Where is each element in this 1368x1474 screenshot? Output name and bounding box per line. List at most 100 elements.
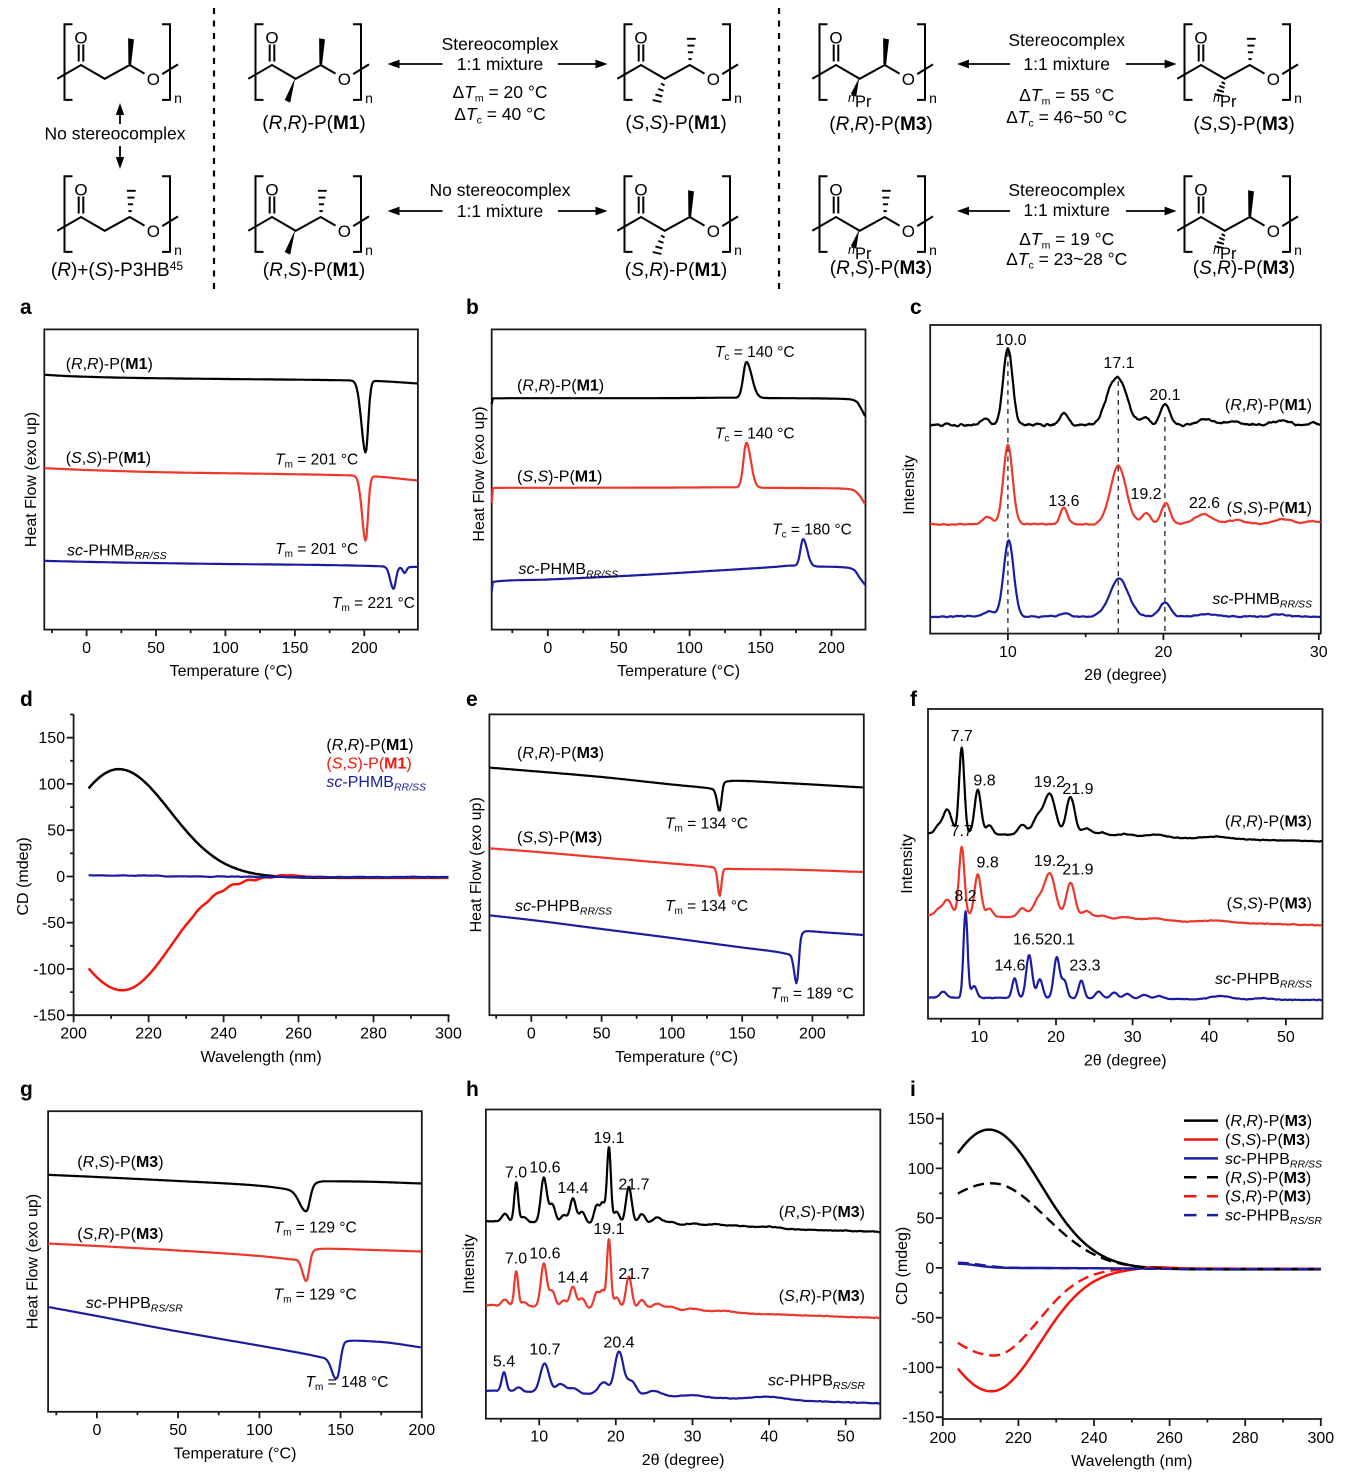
svg-text:10: 10 bbox=[999, 644, 1017, 661]
svg-text:Tc = 140 °C: Tc = 140 °C bbox=[715, 344, 795, 363]
svg-text:1:1 mixture: 1:1 mixture bbox=[457, 201, 544, 221]
svg-text:21.7: 21.7 bbox=[618, 1177, 649, 1194]
svg-text:O: O bbox=[74, 29, 87, 48]
svg-text:13.6: 13.6 bbox=[1048, 493, 1079, 510]
svg-text:260: 260 bbox=[1156, 1430, 1183, 1447]
svg-text:23.3: 23.3 bbox=[1069, 957, 1100, 974]
svg-text:n: n bbox=[1294, 90, 1302, 106]
svg-text:Intensity: Intensity bbox=[901, 455, 918, 515]
svg-text:20: 20 bbox=[1155, 644, 1173, 661]
svg-text:10.6: 10.6 bbox=[529, 1160, 560, 1177]
svg-text:2θ (degree): 2θ (degree) bbox=[1084, 667, 1167, 684]
svg-text:50: 50 bbox=[47, 823, 65, 840]
svg-text:Tm = 148 °C: Tm = 148 °C bbox=[305, 1374, 388, 1393]
svg-text:50: 50 bbox=[147, 640, 165, 657]
svg-text:0: 0 bbox=[92, 1422, 101, 1439]
svg-text:CD (mdeg): CD (mdeg) bbox=[894, 1227, 911, 1305]
svg-text:150: 150 bbox=[747, 640, 774, 657]
svg-text:200: 200 bbox=[799, 1026, 826, 1043]
svg-text:f: f bbox=[910, 688, 918, 711]
svg-text:19.2: 19.2 bbox=[1130, 486, 1161, 503]
svg-text:200: 200 bbox=[818, 640, 845, 657]
svg-text:O: O bbox=[338, 70, 351, 89]
svg-text:O: O bbox=[1267, 222, 1280, 241]
svg-text:(S,R)-P(M3): (S,R)-P(M3) bbox=[779, 1288, 865, 1305]
svg-text:O: O bbox=[74, 181, 87, 200]
svg-text:2θ (degree): 2θ (degree) bbox=[642, 1452, 725, 1469]
svg-text:d: d bbox=[20, 688, 33, 711]
svg-text:Stereocomplex: Stereocomplex bbox=[1008, 30, 1125, 50]
svg-text:280: 280 bbox=[360, 1026, 387, 1043]
svg-text:Heat Flow (exo up): Heat Flow (exo up) bbox=[468, 797, 485, 932]
svg-text:Tm = 129 °C: Tm = 129 °C bbox=[274, 1219, 357, 1238]
svg-text:c: c bbox=[910, 296, 922, 319]
svg-text:7.0: 7.0 bbox=[505, 1165, 527, 1182]
svg-text:(R)+(S)-P3HB45: (R)+(S)-P3HB45 bbox=[51, 259, 183, 281]
svg-text:50: 50 bbox=[593, 1026, 611, 1043]
svg-text:14.4: 14.4 bbox=[557, 1270, 588, 1287]
svg-text:300: 300 bbox=[1307, 1430, 1334, 1447]
svg-text:(R,R)-P(M3): (R,R)-P(M3) bbox=[829, 114, 932, 135]
svg-text:(R,S)-P(M1): (R,S)-P(M1) bbox=[263, 260, 365, 281]
svg-text:n: n bbox=[734, 242, 742, 258]
svg-text:30: 30 bbox=[684, 1429, 702, 1446]
svg-text:220: 220 bbox=[1005, 1430, 1032, 1447]
svg-text:0: 0 bbox=[527, 1026, 536, 1043]
svg-text:1:1 mixture: 1:1 mixture bbox=[457, 54, 544, 74]
svg-text:(S,R)-P(M1): (S,R)-P(M1) bbox=[625, 260, 727, 281]
svg-text:nPr: nPr bbox=[1213, 243, 1237, 263]
svg-text:g: g bbox=[20, 1078, 33, 1101]
svg-text:10.6: 10.6 bbox=[529, 1246, 560, 1263]
svg-text:(S,S)-P(M1): (S,S)-P(M1) bbox=[625, 113, 726, 134]
svg-text:Heat Flow (exo up): Heat Flow (exo up) bbox=[23, 412, 40, 547]
svg-text:ΔTm = 20 °C: ΔTm = 20 °C bbox=[452, 82, 547, 105]
svg-text:Tm = 201 °C: Tm = 201 °C bbox=[275, 452, 358, 471]
svg-text:40: 40 bbox=[1200, 1029, 1218, 1046]
svg-text:14.6: 14.6 bbox=[994, 957, 1025, 974]
svg-text:(S,S)-P(M1): (S,S)-P(M1) bbox=[1227, 500, 1312, 517]
svg-text:(S,S)-P(M3): (S,S)-P(M3) bbox=[517, 830, 602, 847]
svg-text:-100: -100 bbox=[902, 1360, 934, 1377]
svg-text:200: 200 bbox=[60, 1026, 87, 1043]
svg-text:(R,R)-P(M1): (R,R)-P(M1) bbox=[1225, 397, 1312, 414]
svg-text:Tm = 129 °C: Tm = 129 °C bbox=[274, 1286, 357, 1305]
svg-text:(R,R)-P(M1): (R,R)-P(M1) bbox=[66, 356, 153, 373]
svg-text:20.1: 20.1 bbox=[1044, 932, 1075, 949]
svg-text:-50: -50 bbox=[42, 915, 65, 932]
svg-text:300: 300 bbox=[435, 1026, 462, 1043]
svg-text:Heat Flow (exo up): Heat Flow (exo up) bbox=[471, 406, 488, 541]
svg-text:50: 50 bbox=[169, 1422, 187, 1439]
svg-text:nPr: nPr bbox=[848, 243, 872, 263]
svg-text:nPr: nPr bbox=[848, 91, 872, 111]
svg-text:200: 200 bbox=[408, 1422, 435, 1439]
svg-text:21.9: 21.9 bbox=[1062, 781, 1093, 798]
svg-text:14.4: 14.4 bbox=[557, 1180, 588, 1197]
svg-text:(S,S)-P(M3): (S,S)-P(M3) bbox=[1227, 896, 1312, 913]
svg-text:(R,R)-P(M3): (R,R)-P(M3) bbox=[1225, 1113, 1312, 1130]
svg-text:n: n bbox=[734, 90, 742, 106]
svg-text:ΔTc = 46~50 °C: ΔTc = 46~50 °C bbox=[1006, 107, 1127, 130]
svg-text:100: 100 bbox=[659, 1026, 686, 1043]
svg-text:No stereocomplex: No stereocomplex bbox=[44, 124, 185, 144]
svg-text:280: 280 bbox=[1232, 1430, 1259, 1447]
svg-text:O: O bbox=[1267, 70, 1280, 89]
svg-text:150: 150 bbox=[908, 1111, 935, 1128]
svg-text:100: 100 bbox=[908, 1161, 935, 1178]
svg-text:(R,S)-P(M3): (R,S)-P(M3) bbox=[1225, 1170, 1311, 1187]
svg-text:O: O bbox=[1194, 181, 1207, 200]
svg-text:n: n bbox=[365, 90, 373, 106]
svg-text:i: i bbox=[910, 1078, 916, 1101]
svg-text:40: 40 bbox=[760, 1429, 778, 1446]
svg-text:10.0: 10.0 bbox=[995, 332, 1026, 349]
svg-text:0: 0 bbox=[56, 869, 65, 886]
svg-text:n: n bbox=[1294, 242, 1302, 258]
svg-text:O: O bbox=[265, 181, 278, 200]
svg-text:(R,R)-P(M3): (R,R)-P(M3) bbox=[1225, 814, 1312, 831]
svg-text:O: O bbox=[147, 70, 160, 89]
svg-text:n: n bbox=[929, 90, 937, 106]
svg-text:ΔTc = 23~28 °C: ΔTc = 23~28 °C bbox=[1006, 249, 1127, 272]
svg-text:30: 30 bbox=[1310, 644, 1328, 661]
svg-text:Temperature (°C): Temperature (°C) bbox=[170, 663, 293, 680]
svg-text:Temperature (°C): Temperature (°C) bbox=[174, 1445, 297, 1462]
svg-text:Intensity: Intensity bbox=[899, 834, 916, 894]
